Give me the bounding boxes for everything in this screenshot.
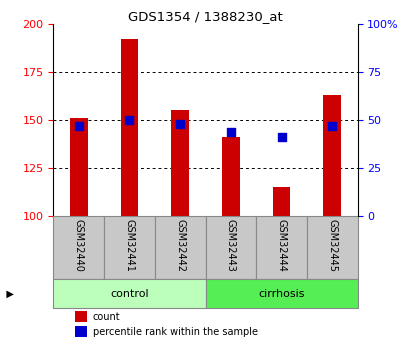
Text: control: control [110, 289, 149, 299]
Point [228, 129, 234, 134]
FancyBboxPatch shape [155, 216, 206, 279]
Text: percentile rank within the sample: percentile rank within the sample [93, 327, 258, 337]
Text: disease state  ▶: disease state ▶ [0, 289, 14, 299]
Text: GSM32444: GSM32444 [277, 219, 286, 272]
Point [329, 123, 335, 129]
Point [76, 123, 82, 129]
FancyBboxPatch shape [104, 216, 155, 279]
Point [177, 121, 183, 127]
FancyBboxPatch shape [206, 279, 358, 308]
FancyBboxPatch shape [256, 216, 307, 279]
Text: count: count [93, 312, 120, 322]
Text: GSM32442: GSM32442 [175, 219, 185, 272]
Bar [120, 39, 139, 216]
FancyBboxPatch shape [206, 216, 256, 279]
Title: GDS1354 / 1388230_at: GDS1354 / 1388230_at [128, 10, 283, 23]
Text: cirrhosis: cirrhosis [258, 289, 305, 299]
Text: GSM32441: GSM32441 [125, 219, 134, 272]
Point [126, 117, 133, 123]
Bar [222, 137, 240, 216]
Text: GSM32445: GSM32445 [327, 219, 337, 272]
Bar [171, 110, 189, 216]
Bar [272, 187, 291, 216]
FancyBboxPatch shape [307, 216, 358, 279]
Text: GSM32440: GSM32440 [74, 219, 84, 272]
Bar [75, 312, 87, 322]
FancyBboxPatch shape [53, 216, 104, 279]
Text: GSM32443: GSM32443 [226, 219, 236, 272]
Bar [70, 118, 88, 216]
Point [278, 135, 285, 140]
FancyBboxPatch shape [53, 279, 206, 308]
Bar [75, 326, 87, 337]
Bar [323, 95, 341, 216]
